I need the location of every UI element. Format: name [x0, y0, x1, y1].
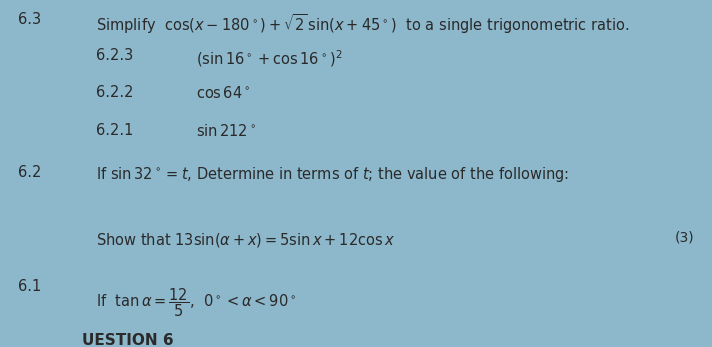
Text: (3): (3): [674, 231, 694, 245]
Text: If  $\tan\alpha = \dfrac{12}{5}$,  $0^\circ < \alpha < 90^\circ$: If $\tan\alpha = \dfrac{12}{5}$, $0^\cir…: [96, 286, 297, 319]
Text: Show that $13\sin(\alpha+x) = 5\sin x + 12\cos x$: Show that $13\sin(\alpha+x) = 5\sin x + …: [96, 231, 395, 249]
Text: Simplify  $\cos(x-180^\circ) + \sqrt{2}\,\sin(x+45^\circ)$  to a single trigonom: Simplify $\cos(x-180^\circ) + \sqrt{2}\,…: [96, 12, 629, 36]
Text: 6.2: 6.2: [18, 165, 41, 180]
Text: $\sin 212^\circ$: $\sin 212^\circ$: [196, 123, 256, 139]
Text: $(\sin 16^\circ + \cos 16^\circ)^2$: $(\sin 16^\circ + \cos 16^\circ)^2$: [196, 48, 342, 69]
Text: 6.2.2: 6.2.2: [96, 85, 134, 100]
Text: $\cos 64^\circ$: $\cos 64^\circ$: [196, 85, 251, 101]
Text: UESTION 6: UESTION 6: [82, 333, 174, 347]
Text: 6.1: 6.1: [18, 279, 41, 294]
Text: 6.2.3: 6.2.3: [96, 48, 133, 63]
Text: If $\sin 32^\circ = t$, Determine in terms of $t$; the value of the following:: If $\sin 32^\circ = t$, Determine in ter…: [96, 165, 570, 184]
Text: 6.2.1: 6.2.1: [96, 123, 133, 138]
Text: 6.3: 6.3: [18, 12, 41, 27]
